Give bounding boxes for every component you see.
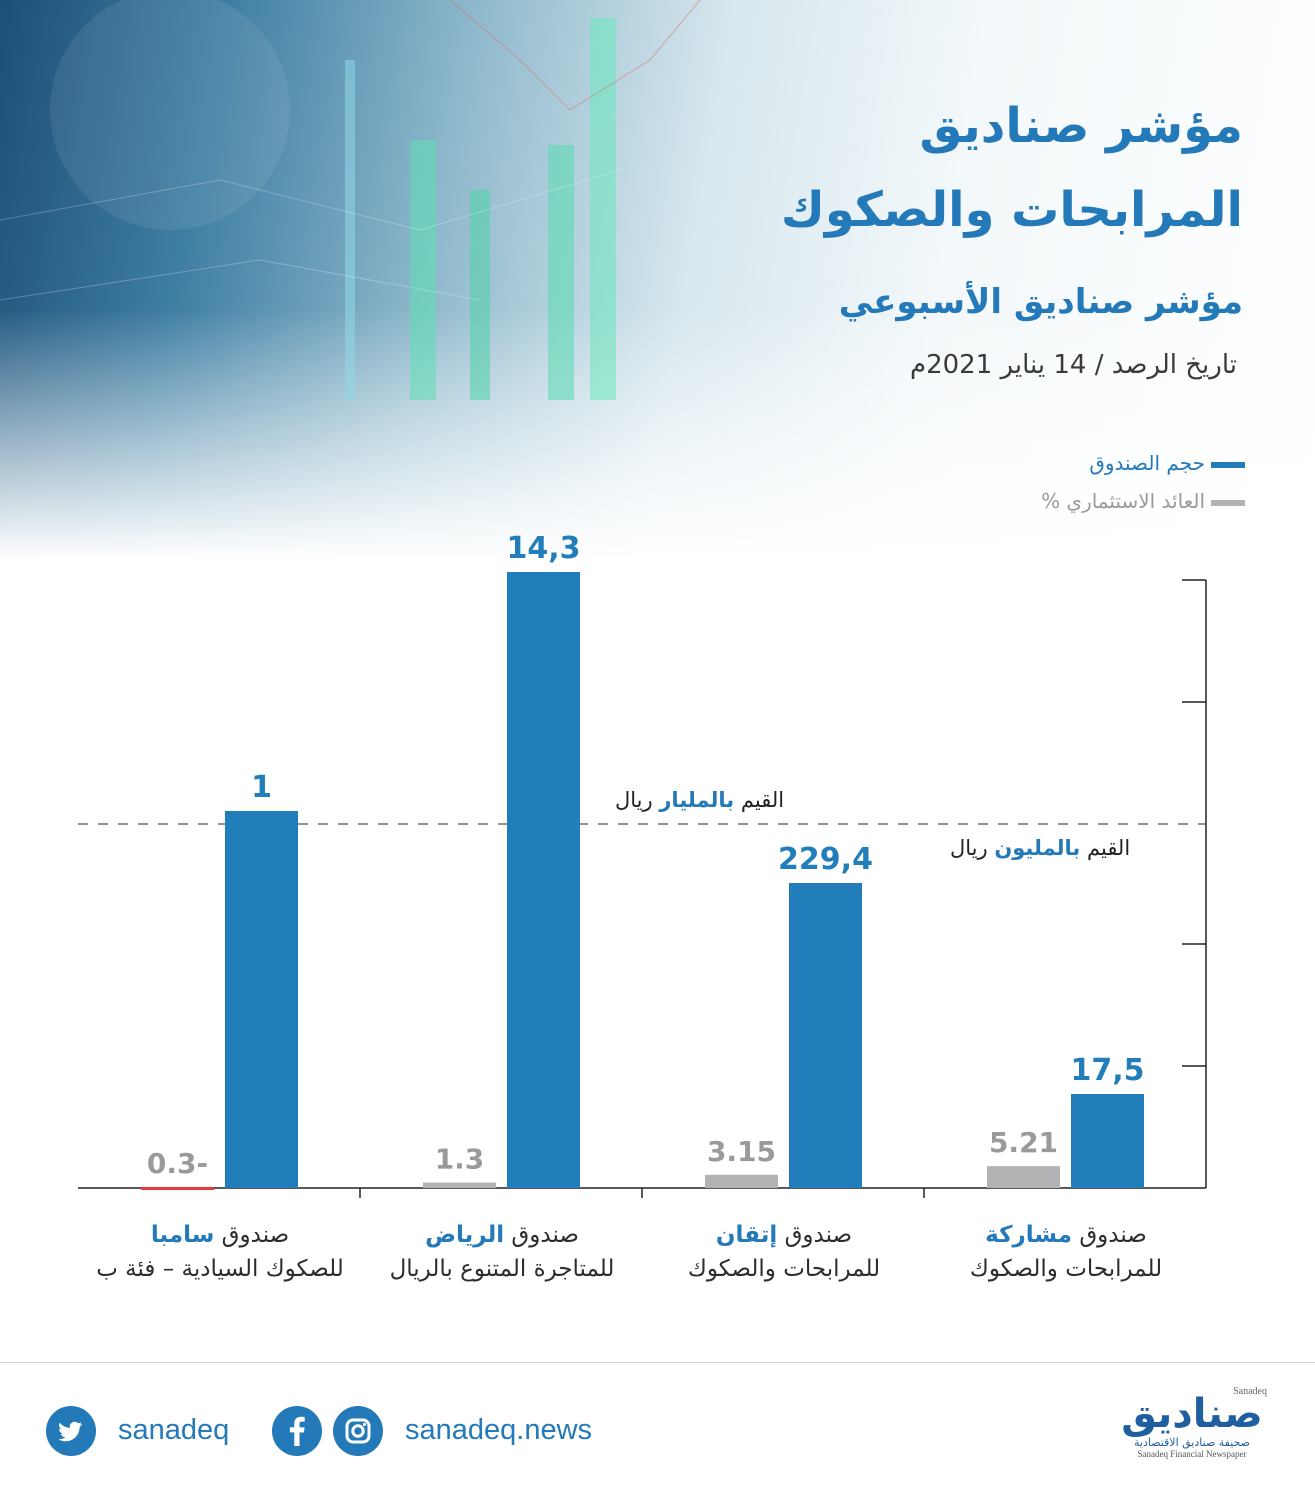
return-bar: [141, 1187, 214, 1190]
decor-line: [449, 0, 701, 111]
decor-bar: [590, 18, 616, 400]
fund-size-bar: [789, 883, 862, 1188]
unit-billion-suffix: ريال: [615, 788, 653, 812]
unit-million-word: بالمليون: [994, 836, 1081, 860]
category-line2: للمرابحات والصكوك: [687, 1256, 881, 1282]
decor-bar: [410, 140, 436, 400]
hero-background: [0, 0, 1315, 560]
report-date: تاريخ الرصد / 14 يناير 2021م: [909, 350, 1237, 380]
fund-size-label: 14,3: [506, 531, 580, 566]
fund-size-label: 229,4: [778, 842, 873, 877]
decor-bar: [345, 60, 355, 400]
return-label: 0.3-: [147, 1147, 208, 1180]
category-prefix: صندوق: [1079, 1222, 1147, 1248]
category-line2: للصكوك السيادية – فئة ب: [96, 1256, 344, 1282]
instagram-icon[interactable]: [333, 1406, 383, 1456]
twitter-handle[interactable]: sanadeq: [118, 1414, 230, 1446]
category-label-itqan: صندوق إتقان للمرابحات والصكوك: [634, 1218, 934, 1286]
fund-size-bar: [507, 572, 580, 1188]
bar-chart: 17,5 229,4 14,3 1 5.21 3.15 1.3 0.3-: [78, 531, 1207, 1198]
fund-size-label: 17,5: [1070, 1053, 1144, 1088]
category-label-riyad: صندوق الرياض للمتاجرة المتنوع بالريال: [352, 1218, 652, 1286]
unit-million-suffix: ريال: [950, 836, 988, 860]
decor-bar: [548, 145, 574, 400]
decor-line: [0, 169, 621, 231]
fund-size-bar: [1071, 1094, 1144, 1188]
return-label: 1.3: [435, 1143, 485, 1176]
hero-decoration: [0, 0, 701, 400]
category-prefix: صندوق: [511, 1222, 579, 1248]
unit-note-billion: القيم بالمليار ريال: [615, 788, 784, 812]
subtitle: مؤشر صناديق الأسبوعي: [838, 282, 1243, 322]
category-line2: للمتاجرة المتنوع بالريال: [389, 1256, 615, 1282]
return-bar: [705, 1174, 778, 1188]
decor-bar: [470, 190, 490, 400]
legend-swatch-return: [1211, 500, 1245, 506]
unit-note-million: القيم بالمليون ريال: [950, 836, 1130, 860]
category-prefix: صندوق: [221, 1222, 290, 1248]
return-label: 3.15: [707, 1135, 776, 1168]
category-label-musharaka: صندوق مشاركة للمرابحات والصكوك: [916, 1218, 1216, 1286]
logo-subtitle-en: Sanadeq Financial Newspaper: [1137, 1449, 1247, 1459]
unit-million-prefix: القيم: [1087, 836, 1131, 860]
unit-billion-prefix: القيم: [740, 788, 785, 812]
return-label: 5.21: [989, 1126, 1058, 1159]
category-name: سامبا: [150, 1222, 215, 1248]
legend-swatch-fund-size: [1211, 462, 1245, 468]
decor-globe: [50, 0, 290, 230]
twitter-icon[interactable]: [46, 1406, 96, 1456]
sanadeq-logo: Sanadeq صناديق صحيفة صناديق الاقتصادية S…: [1117, 1386, 1267, 1459]
website-link[interactable]: sanadeq.news: [405, 1414, 593, 1446]
category-label-samba: صندوق سامبا للصكوك السيادية – فئة ب: [70, 1218, 370, 1286]
fund-size-bar: [225, 811, 298, 1188]
legend-fund-size: حجم الصندوق: [1089, 451, 1205, 475]
facebook-icon[interactable]: [272, 1406, 322, 1456]
logo-subtitle-ar: صحيفة صناديق الاقتصادية: [1133, 1436, 1250, 1449]
fund-size-label: 1: [251, 770, 272, 805]
return-bar: [987, 1166, 1060, 1188]
title-line-2: المرابحات والصكوك: [780, 182, 1243, 238]
footer-divider: [0, 1362, 1315, 1363]
return-bar: [423, 1182, 496, 1188]
category-prefix: صندوق: [784, 1222, 853, 1248]
category-name: مشاركة: [985, 1222, 1073, 1248]
category-line2: للمرابحات والصكوك: [969, 1256, 1163, 1282]
category-name: إتقان: [715, 1222, 778, 1248]
title-line-1: مؤشر صناديق: [919, 98, 1243, 154]
unit-billion-word: بالمليار: [659, 788, 735, 812]
decor-line: [0, 259, 481, 301]
logo-top-text: Sanadeq: [1233, 1386, 1267, 1397]
logo-main-text: صناديق: [1121, 1391, 1263, 1437]
category-name: الرياض: [425, 1222, 505, 1248]
legend-return: العائد الاستثماري %: [1041, 489, 1205, 513]
